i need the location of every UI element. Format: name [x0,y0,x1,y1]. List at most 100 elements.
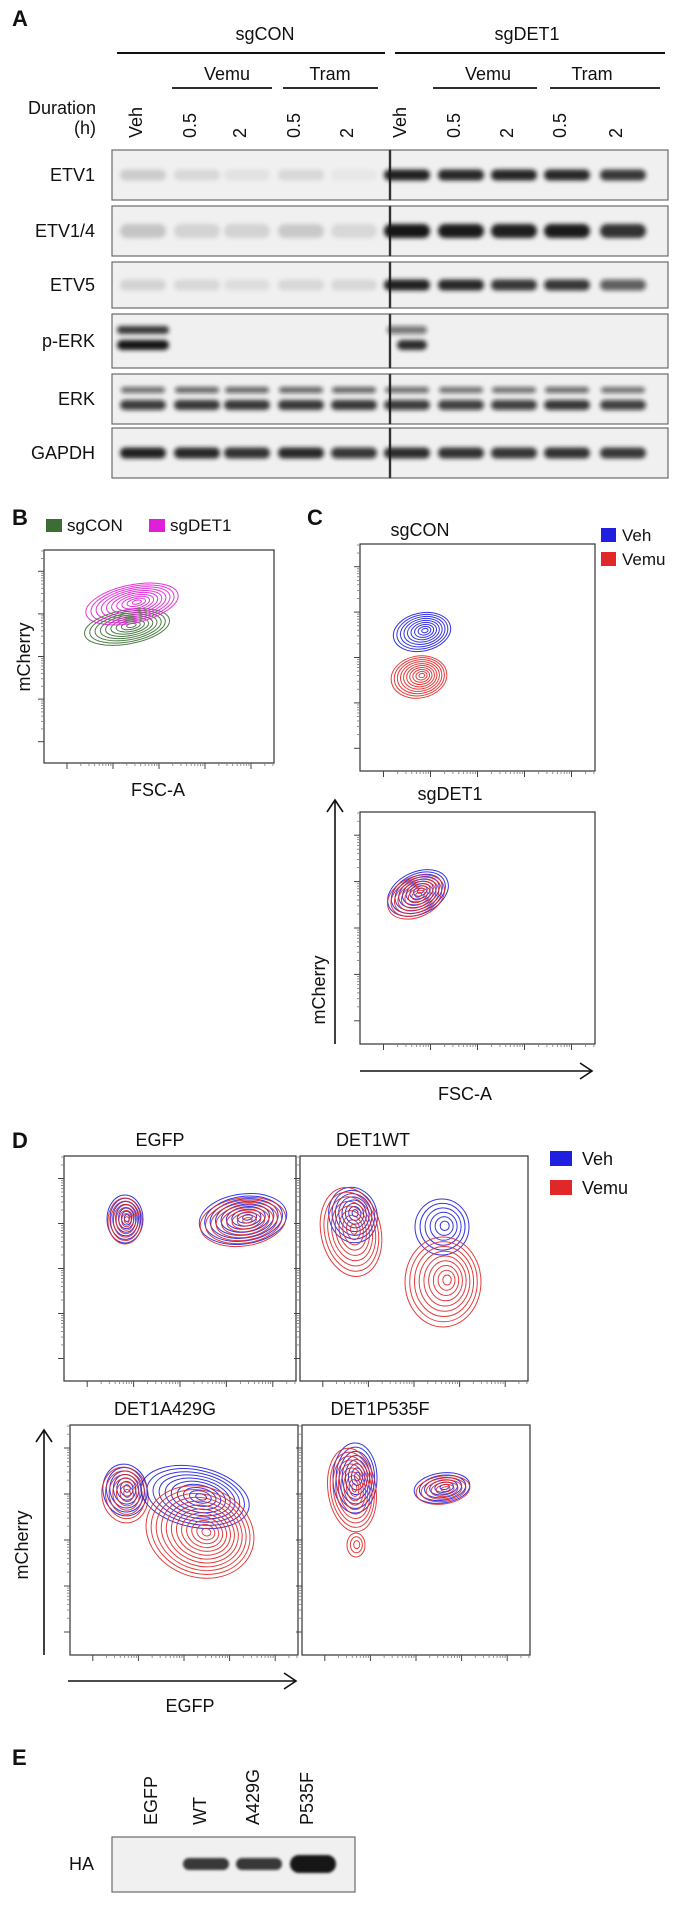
contour-line [119,1485,134,1503]
band [544,224,590,238]
contour-line [146,1468,245,1526]
band [438,224,484,238]
contour-line [335,1459,371,1519]
legend-label-sgdet1: sgDET1 [170,516,231,535]
band [600,224,646,238]
contour-line [404,885,431,906]
contour-line [390,655,448,699]
contour-line [390,876,443,917]
duration-label: Duration [28,98,96,118]
contour-line [327,1196,377,1267]
y-axis-label-c: mCherry [309,955,329,1024]
contour-line [390,871,446,914]
contour-line [399,661,440,692]
lane-label: 0.5 [550,113,570,138]
band [174,169,220,181]
band [117,340,169,350]
contour-line [145,1485,255,1579]
row-label-gapdh: GAPDH [31,443,95,463]
band [120,279,166,291]
lane-label: 2 [337,128,357,138]
contour-line [387,869,449,917]
row-label-etv1: ETV1 [50,165,95,185]
facs-plot-det1a429g [69,1424,299,1656]
contour-line [115,619,145,633]
blot-rows: ETV1 ETV1/4 ETV5 p-ERK ERK GAPDH [31,149,669,479]
band [224,169,270,181]
contour-line [121,1213,132,1228]
contour-line [186,1516,224,1549]
contour-line [435,1483,455,1495]
contour-line [418,1250,471,1312]
contour-line [123,1216,130,1224]
axis-ticks [64,1425,298,1661]
x-arrow-head-c [579,1062,594,1080]
band [544,169,590,181]
band [438,447,484,459]
band [174,447,220,459]
panel-e: E EGFP WT A429G P535F HA [12,1745,356,1893]
contour-line [404,1236,482,1328]
subgroup-vemu-2: Vemu [465,64,511,84]
contour-line [327,1447,377,1533]
band [224,447,270,459]
band [224,400,270,410]
band [120,169,166,181]
band [600,447,646,459]
contour-line [437,1269,456,1291]
axis-ticks [296,1425,530,1661]
contour-line [409,1241,478,1323]
contour-line [340,1467,367,1511]
x-arrow-head-d [283,1672,298,1690]
contour-line [343,1471,364,1506]
band [278,400,324,410]
contour-line [399,615,446,648]
contour-line [344,1202,365,1225]
lane-label: 2 [606,128,626,138]
band [278,447,324,459]
contour-plot-det1wt [319,1186,482,1328]
contour-line [123,1484,131,1493]
contour-line [242,1217,253,1224]
contour-line [407,619,440,643]
band [491,224,537,238]
contour-plot-c-sgcon [390,611,452,699]
row-label-etv1-4: ETV1/4 [35,221,95,241]
contour-plot-egfp [106,1192,288,1248]
contour-line [341,1199,367,1229]
facs-plot-det1p535f [301,1424,531,1656]
contour-line [428,1260,463,1302]
contour-line [429,1211,458,1241]
band [278,279,324,291]
contour-line [413,885,428,897]
contour-line [165,1500,239,1564]
contour-line [414,1198,470,1256]
band [183,1858,229,1870]
contour-line [414,891,423,898]
contour-line [220,1207,270,1236]
contour-line [396,613,449,650]
facs-plot-c-sgdet1 [359,811,596,1045]
lane-labels: Veh 0.5 2 0.5 2 Veh 0.5 2 0.5 2 [126,107,626,138]
subgroup-vemu-1: Vemu [204,64,250,84]
row-label-erk: ERK [58,389,95,409]
legend-label-veh-d: Veh [582,1149,613,1169]
contour-line [440,1486,451,1492]
band [174,400,220,410]
contour-line [393,878,440,915]
contour-line [329,1451,375,1528]
contour-line [84,608,170,646]
contour-line [115,1206,137,1235]
plot-title-egfp: EGFP [135,1130,184,1150]
band [331,447,377,459]
band [491,169,537,181]
legend-swatch-veh-d [550,1151,572,1166]
bands-gapdh [120,447,646,459]
band [120,400,166,410]
contour-line [346,1219,361,1241]
facs-plot-c-sgcon [359,543,596,772]
blot-frame [389,373,669,425]
legend-swatch-sgdet1 [149,519,165,532]
contour-line [323,1191,380,1272]
